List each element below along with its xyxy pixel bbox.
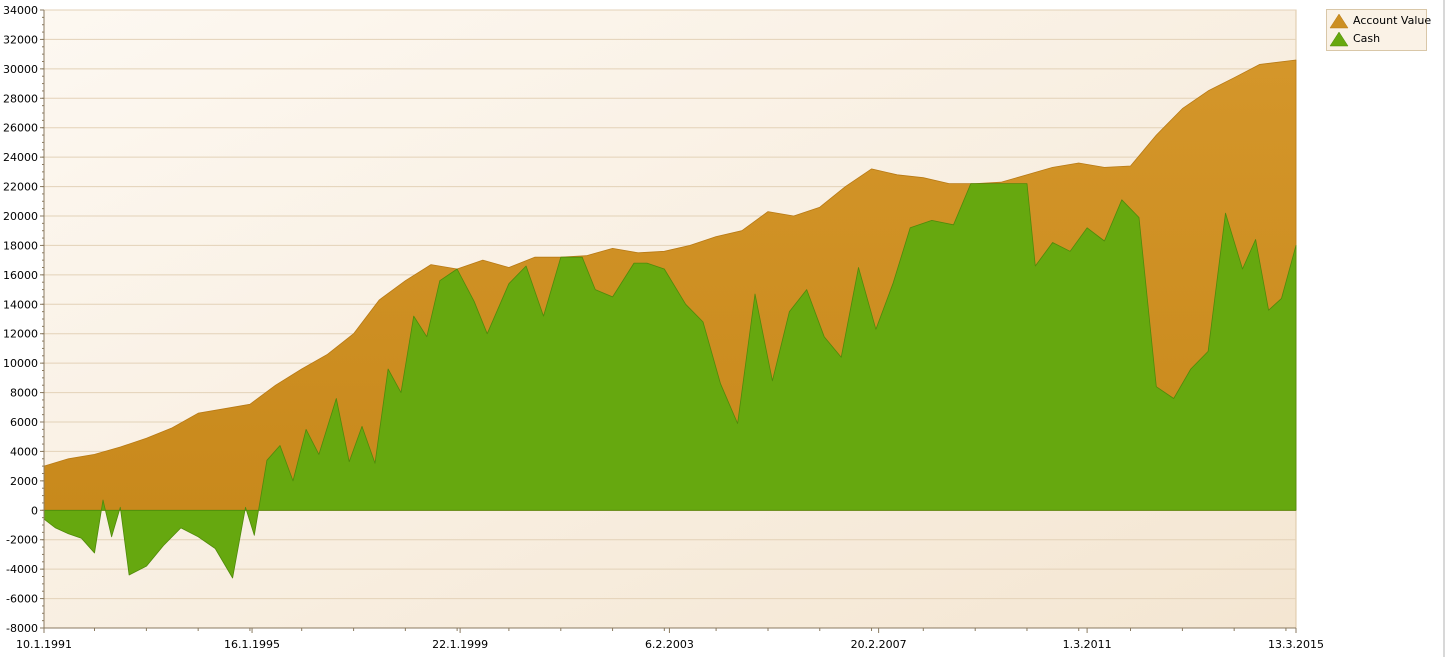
x-tick-label: 16.1.1995 xyxy=(224,638,280,651)
y-tick-label: 12000 xyxy=(3,328,38,341)
x-tick-label: 6.2.2003 xyxy=(645,638,694,651)
legend-label: Cash xyxy=(1353,32,1381,45)
axes: -8000 -6000 -4000 -2000 0 2000 4000 6000 8000 100… xyxy=(3,4,1324,651)
y-tick-label: 18000 xyxy=(3,239,38,252)
panel-border xyxy=(1443,0,1445,657)
y-tick-label: 8000 xyxy=(10,387,38,400)
y-tick-label: 22000 xyxy=(3,181,38,194)
y-tick-label: -6000 xyxy=(6,593,38,606)
y-tick-label: 24000 xyxy=(3,151,38,164)
y-tick-label: -4000 xyxy=(6,563,38,576)
legend-item-cash[interactable]: Cash xyxy=(1327,30,1426,48)
x-tick-label: 1.3.2011 xyxy=(1063,638,1112,651)
legend-label: Account Value xyxy=(1353,14,1432,27)
x-tick-label: 20.2.2007 xyxy=(851,638,907,651)
y-tick-label: 28000 xyxy=(3,92,38,105)
triangle-swatch-icon xyxy=(1329,31,1349,47)
y-tick-label: 4000 xyxy=(10,445,38,458)
triangle-swatch-icon xyxy=(1329,13,1349,29)
x-tick-label: 13.3.2015 xyxy=(1268,638,1324,651)
y-tick-label: 34000 xyxy=(3,4,38,17)
y-tick-label: 10000 xyxy=(3,357,38,370)
y-tick-label: -8000 xyxy=(6,622,38,635)
y-tick-label: 20000 xyxy=(3,210,38,223)
legend-item-account-value[interactable]: Account Value xyxy=(1327,12,1431,30)
y-tick-label: 2000 xyxy=(10,475,38,488)
y-tick-label: -2000 xyxy=(6,534,38,547)
x-tick-label: 22.1.1999 xyxy=(432,638,488,651)
y-tick-label: 6000 xyxy=(10,416,38,429)
legend: Account Value Cash xyxy=(1326,9,1431,51)
series-layer xyxy=(43,59,1297,579)
y-tick-label: 0 xyxy=(31,504,38,517)
y-tick-label: 30000 xyxy=(3,63,38,76)
y-tick-label: 14000 xyxy=(3,298,38,311)
y-tick-label: 32000 xyxy=(3,33,38,46)
x-tick-label: 10.1.1991 xyxy=(16,638,72,651)
y-tick-label: 26000 xyxy=(3,122,38,135)
y-tick-label: 16000 xyxy=(3,269,38,282)
cash-area xyxy=(43,183,1297,579)
